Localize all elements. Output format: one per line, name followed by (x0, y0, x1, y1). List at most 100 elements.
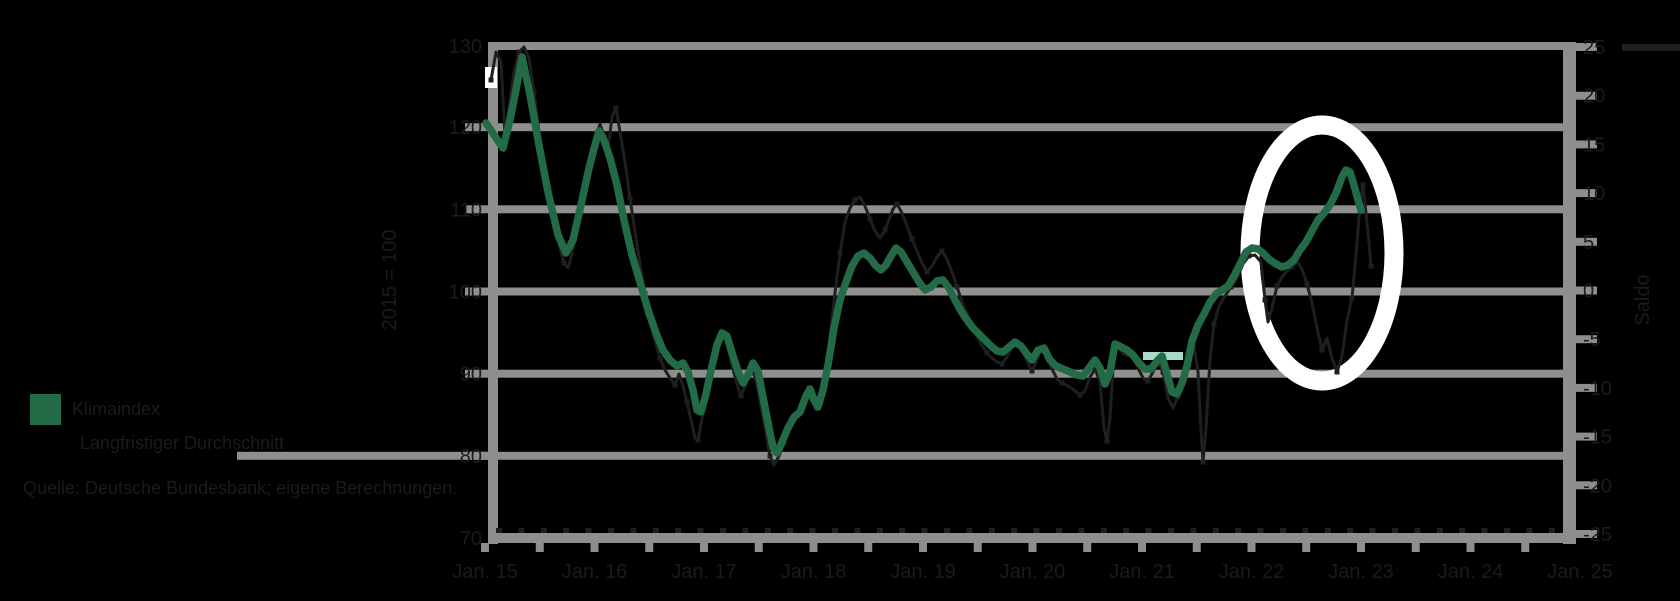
series-monthly-marker (767, 453, 773, 459)
series-monthly-marker (684, 399, 690, 405)
x-tick-4 (700, 543, 708, 552)
y-left-label-4: 90 (460, 364, 482, 386)
series-monthly-marker (1304, 281, 1310, 287)
series-monthly-marker (1368, 263, 1374, 269)
x-label-2: Jan. 17 (671, 561, 737, 583)
series-monthly-marker (488, 77, 494, 83)
y-right-axis-title: Saldo (1632, 274, 1654, 325)
x-minor-dot-46 (1526, 528, 1533, 533)
x-tick-15 (1302, 543, 1311, 552)
series-monthly-marker (516, 49, 522, 55)
plot-top-border (488, 42, 1576, 50)
x-minor-dot-18 (899, 528, 906, 533)
y-right-label-0: 25 (1583, 37, 1605, 59)
series-monthly-marker (1262, 297, 1268, 303)
series-monthly-marker (672, 382, 678, 388)
x-minor-dot-9 (697, 528, 704, 533)
series-monthly-marker (1059, 380, 1065, 386)
series-monthly-marker (531, 89, 537, 95)
y-axis-right (1563, 42, 1576, 544)
series-monthly-marker (1145, 378, 1151, 384)
x-minor-dot-32 (1212, 528, 1219, 533)
y-left-label-5: 80 (460, 446, 482, 468)
x-minor-dot-39 (1369, 528, 1376, 533)
x-minor-dot-47 (1548, 528, 1555, 533)
right-tick-3 (1576, 189, 1597, 198)
y-right-label-4: 5 (1583, 232, 1594, 254)
series-monthly-marker (882, 227, 888, 233)
left-tick-1 (465, 205, 488, 214)
x-minor-dot-3 (563, 528, 570, 533)
x-label-7: Jan. 22 (1219, 561, 1285, 583)
x-minor-dot-27 (1100, 528, 1107, 533)
y-left-label-2: 110 (450, 199, 482, 221)
x-minor-dot-34 (1257, 528, 1264, 533)
y-axis-left (488, 42, 498, 544)
x-tick-13 (1192, 543, 1201, 552)
gridline-1 (498, 205, 1563, 214)
x-tick-17 (1411, 543, 1420, 552)
x-label-5: Jan. 20 (1000, 561, 1066, 583)
x-tick-12 (1138, 543, 1146, 552)
x-minor-dot-28 (1123, 528, 1130, 533)
series-monthly-marker (1349, 295, 1355, 301)
series-monthly-marker (738, 393, 744, 399)
x-tick-1 (535, 543, 544, 552)
y-right-label-5: 0 (1583, 281, 1594, 303)
x-tick-9 (973, 543, 982, 552)
x-tick-8 (919, 543, 927, 552)
series-monthly-marker (695, 437, 701, 443)
series-monthly-marker (999, 361, 1005, 367)
x-minor-dot-21 (966, 528, 973, 533)
y-right-label-1: 20 (1583, 86, 1605, 108)
x-minor-dot-7 (652, 528, 659, 533)
x-minor-dot-16 (854, 528, 861, 533)
legend-swatch-green (30, 394, 61, 425)
x-minor-dot-45 (1504, 528, 1510, 533)
x-tick-18 (1466, 543, 1475, 552)
left-tick-0 (465, 123, 488, 132)
x-tick-16 (1357, 543, 1365, 552)
x-minor-dot-30 (1168, 528, 1174, 533)
x-minor-dot-10 (720, 528, 726, 533)
series-monthly-marker (1274, 283, 1280, 289)
x-minor-dot-25 (1056, 528, 1062, 533)
x-tick-0 (481, 543, 489, 552)
series-monthly-marker (1360, 182, 1366, 188)
legend-item-1-label: Klimaindex (72, 399, 161, 419)
x-minor-dot-23 (1011, 528, 1018, 533)
x-label-3: Jan. 18 (781, 561, 847, 583)
x-minor-dot-22 (988, 528, 995, 533)
top-right-annotation-dash (1622, 44, 1680, 51)
y-left-label-3: 100 (449, 282, 482, 304)
y-left-axis-title: 2015 = 100 (379, 230, 401, 331)
right-tick-8 (1576, 432, 1597, 441)
x-tick-10 (1028, 543, 1037, 552)
legend-item-2-label: Langfristiger Durchschnitt (80, 433, 285, 453)
series-monthly-marker (852, 197, 858, 203)
gridline-0 (498, 123, 1563, 132)
left-tick-2 (465, 287, 488, 296)
x-minor-dot-5 (608, 528, 614, 533)
series-monthly-marker (1334, 369, 1340, 375)
right-tick-6 (1576, 335, 1597, 344)
gridline-4 (498, 451, 1563, 460)
x-label-9: Jan. 24 (1438, 561, 1504, 583)
y-right-label-9: -20 (1583, 475, 1612, 497)
series-monthly-marker (837, 250, 843, 256)
legend: Klimaindex (30, 394, 160, 425)
y-right-label-8: -15 (1583, 427, 1612, 449)
right-tick-7 (1576, 383, 1597, 392)
x-minor-dot-36 (1302, 528, 1309, 533)
series-monthly-marker (939, 248, 945, 254)
y-right-label-2: 15 (1583, 134, 1605, 156)
x-minor-dot-44 (1481, 528, 1488, 533)
x-minor-dot-19 (921, 528, 928, 533)
x-minor-dot-38 (1347, 528, 1354, 533)
x-label-1: Jan. 16 (562, 561, 628, 583)
x-axis (488, 533, 1576, 543)
x-minor-dot-13 (787, 528, 794, 533)
series-monthly-marker (909, 236, 915, 242)
y-right-label-3: 10 (1583, 183, 1605, 205)
